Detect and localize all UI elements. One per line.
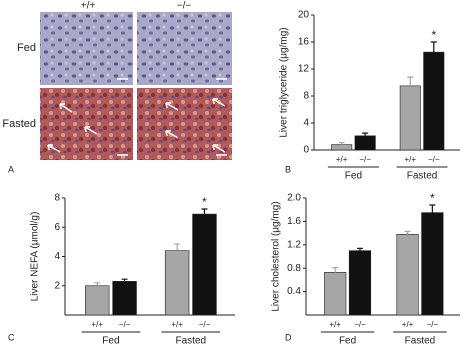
y-tick-label: 1.6 [287, 216, 301, 227]
x-tick-label: −/− [354, 320, 366, 329]
x-tick-label: +/+ [404, 155, 416, 164]
y-tick-label: 2.0 [287, 193, 301, 204]
y-tick-label: 2 [54, 280, 60, 291]
bar [348, 250, 372, 316]
category-label: Fasted [176, 336, 207, 346]
bar [112, 281, 137, 316]
x-tick-label: −/− [199, 320, 211, 329]
y-tick-label: 0.4 [287, 286, 301, 297]
bar [421, 212, 444, 316]
y-tick-label: 12 [298, 64, 310, 75]
y-axis-label: Liver triglyceride (μg/mg) [279, 27, 290, 137]
panel-letter: B [285, 164, 291, 174]
bar-chart: D 0.4 0.8 1.2 1.6 2.0 Liver cholesterol (μg/mg… [271, 191, 460, 346]
y-tick-label: 8 [303, 91, 309, 102]
bar-chart: B 0 4 8 12 16 20 Liver triglyceride (μg/mg) +/+ −… [279, 10, 460, 182]
error-bar [94, 282, 101, 286]
error-bar [174, 243, 181, 251]
x-tick-label: −/− [359, 155, 371, 164]
error-bar [429, 204, 436, 213]
category-label: Fasted [407, 171, 438, 182]
column-label: −/− [177, 1, 192, 12]
y-axis-label: Liver cholesterol (μg/mg) [271, 201, 282, 311]
error-bar [407, 76, 414, 86]
category-label: Fasted [405, 336, 436, 346]
arrows [47, 98, 226, 153]
bar [85, 285, 110, 316]
image-fed-ko [137, 12, 232, 85]
significance-marker: * [431, 28, 436, 42]
row-label: Fed [17, 42, 36, 54]
bar [164, 250, 190, 316]
error-bar [404, 230, 411, 235]
y-tick-label: 6 [54, 222, 60, 233]
x-tick-label: −/− [119, 320, 131, 329]
image-fasted-wt [40, 88, 133, 160]
panel-letter: D [285, 332, 292, 342]
x-tick-label: +/+ [402, 320, 414, 329]
y-tick-label: 8 [54, 193, 60, 204]
bar [423, 51, 445, 151]
x-tick-label: +/+ [91, 320, 103, 329]
y-tick-label: 16 [298, 37, 310, 48]
bar [399, 85, 421, 151]
image-fed-wt [40, 12, 133, 85]
bar [324, 271, 347, 316]
bar [192, 213, 217, 316]
significance-marker: * [202, 195, 207, 209]
x-tick-label: −/− [428, 155, 440, 164]
category-label: Fed [339, 336, 356, 346]
histology-panel: +/+ −/− Fed Fasted A [2, 1, 232, 174]
x-tick-label: +/+ [171, 320, 183, 329]
error-bar [362, 132, 369, 136]
row-label: Fasted [2, 118, 36, 130]
category-label: Fed [345, 171, 362, 182]
error-bar [121, 278, 128, 282]
y-tick-label: 0 [303, 145, 309, 156]
significance-marker: * [430, 191, 435, 205]
x-tick-label: −/− [427, 320, 439, 329]
y-tick-label: 0.8 [287, 263, 301, 274]
error-bar [338, 141, 345, 145]
error-bar [332, 267, 339, 273]
y-tick-label: 20 [298, 10, 310, 21]
x-tick-label: +/+ [329, 320, 341, 329]
error-bar [201, 208, 208, 215]
x-tick-label: +/+ [336, 155, 348, 164]
bar [354, 135, 376, 151]
bar [396, 233, 419, 316]
y-axis-label: Liver NEFA (μmol/g) [30, 212, 41, 302]
y-tick-label: 1.2 [287, 239, 301, 250]
column-label: +/+ [81, 1, 96, 12]
error-bar [356, 247, 363, 251]
y-tick-label: 4 [54, 251, 60, 262]
y-tick-label: 4 [303, 118, 309, 129]
error-bar [430, 41, 437, 53]
bar [331, 144, 353, 151]
scale-bars [117, 78, 227, 156]
panel-letter: C [8, 332, 15, 342]
category-label: Fed [102, 336, 119, 346]
panel-letter: A [8, 164, 14, 174]
